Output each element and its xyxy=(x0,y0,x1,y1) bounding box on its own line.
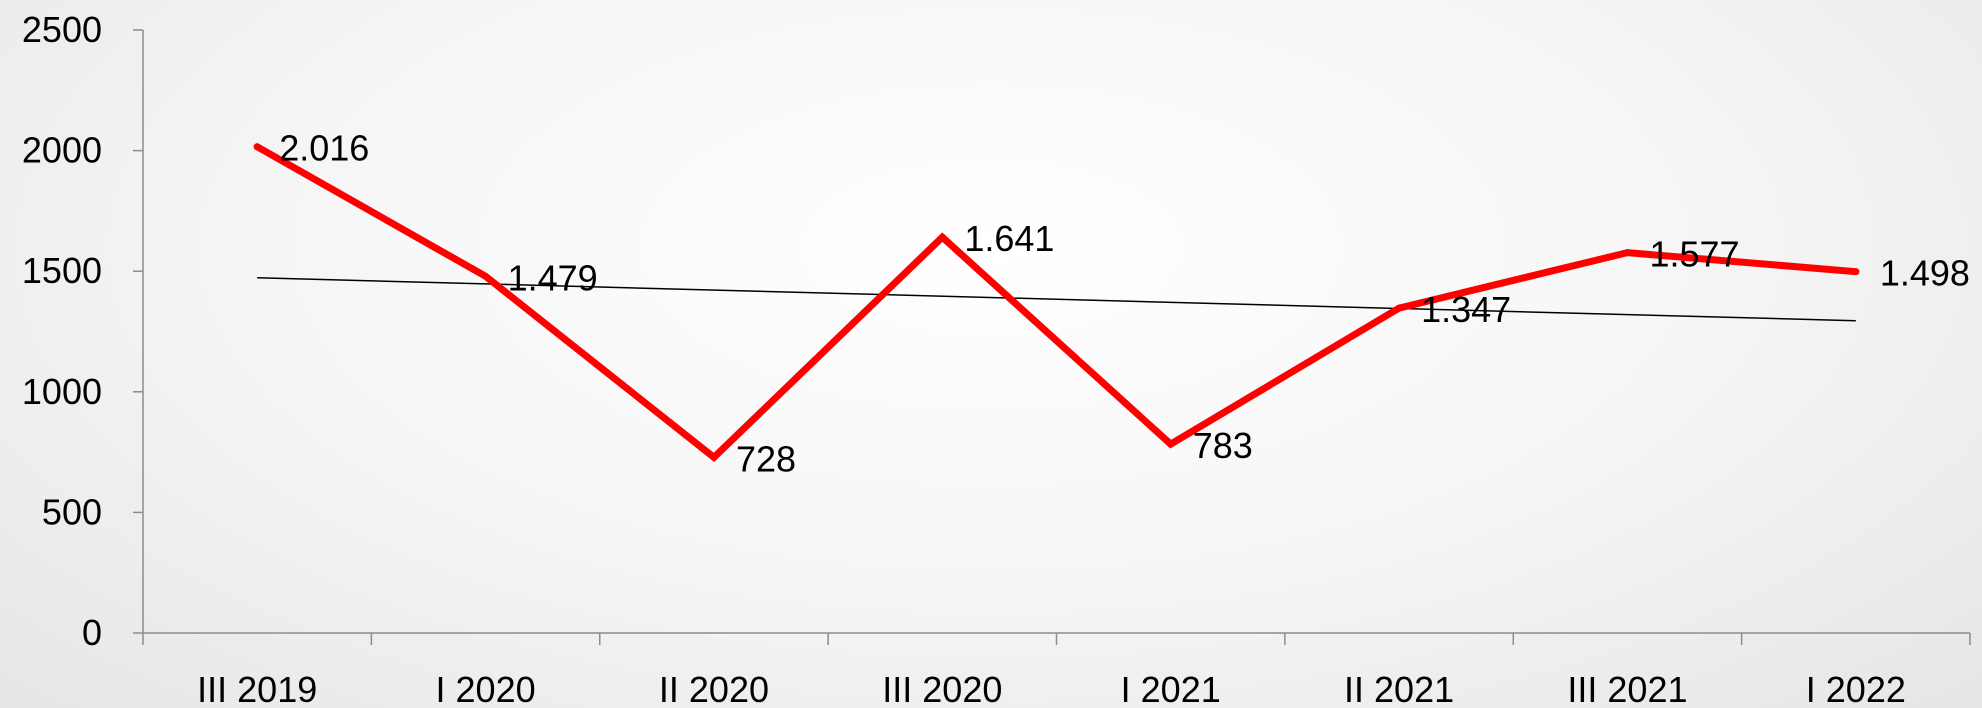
data-point xyxy=(710,453,718,461)
x-tick-label: II 2020 xyxy=(659,669,769,708)
trendline xyxy=(257,277,1856,322)
y-axis: 0 500 1000 1500 2000 2500 xyxy=(22,9,144,653)
data-point xyxy=(1852,268,1860,276)
y-tick-label: 1000 xyxy=(22,371,102,412)
x-tick-label: III 2019 xyxy=(197,669,317,708)
y-tick-label: 2000 xyxy=(22,130,102,171)
data-point xyxy=(938,233,946,241)
trendline-line xyxy=(257,277,1856,322)
data-label: 728 xyxy=(736,438,796,479)
x-tick-label: III 2020 xyxy=(882,669,1002,708)
x-tick-label: I 2021 xyxy=(1121,669,1221,708)
y-tick-label: 500 xyxy=(42,491,102,532)
data-label: 783 xyxy=(1193,425,1253,466)
data-point xyxy=(253,143,261,151)
x-tick-label: III 2021 xyxy=(1567,669,1687,708)
data-label: 1.347 xyxy=(1421,289,1511,330)
data-label: 1.577 xyxy=(1649,234,1739,275)
data-point xyxy=(1167,440,1175,448)
data-label: 2.016 xyxy=(279,128,369,169)
y-tick-label: 0 xyxy=(82,612,102,653)
x-axis: III 2019 I 2020 II 2020 III 2020 I 2021 II 20… xyxy=(142,632,1971,708)
data-label: 1.479 xyxy=(508,257,598,298)
series-polyline xyxy=(253,143,1860,463)
x-tick-label: II 2021 xyxy=(1344,669,1454,708)
y-tick-label: 1500 xyxy=(22,250,102,291)
x-tick-label: I 2022 xyxy=(1806,669,1906,708)
series-line xyxy=(253,143,1860,463)
data-point xyxy=(482,272,490,280)
data-point xyxy=(1395,304,1403,312)
x-tick-label: I 2020 xyxy=(436,669,536,708)
data-labels: 2.016 1.479 728 1.641 783 1.347 1.577 1.498 xyxy=(253,128,1970,479)
y-tick-label: 2500 xyxy=(22,9,102,50)
data-point xyxy=(1623,249,1631,257)
data-label: 1.498 xyxy=(1880,253,1970,294)
data-label: 1.641 xyxy=(964,218,1054,259)
